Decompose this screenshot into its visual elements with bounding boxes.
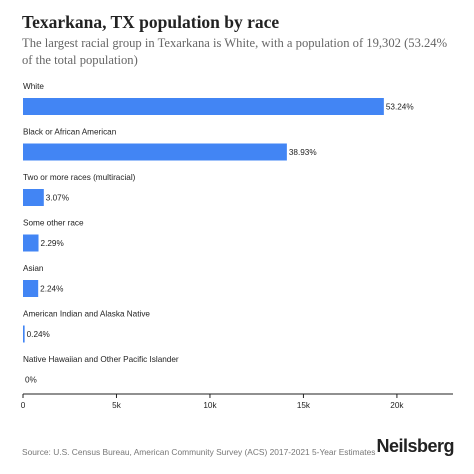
data-label: 2.24% <box>40 285 63 294</box>
x-tick-label: 0 <box>21 401 26 410</box>
chart-subtitle: The largest racial group in Texarkana is… <box>22 36 448 67</box>
data-label: 38.93% <box>289 148 317 157</box>
x-tick-label: 5k <box>112 401 122 410</box>
category-label: Asian <box>23 264 44 273</box>
category-label: Black or African American <box>23 128 117 137</box>
bar <box>23 98 384 115</box>
x-tick-label: 15k <box>297 401 311 410</box>
category-label: Native Hawaiian and Other Pacific Island… <box>23 355 179 364</box>
category-label: Two or more races (multiracial) <box>23 173 136 182</box>
bar <box>23 143 287 161</box>
x-axis: 0 5k 10k 15k 20k <box>21 393 453 410</box>
data-label: 2.29% <box>41 239 64 248</box>
category-label: American Indian and Alaska Native <box>23 310 150 319</box>
data-label: 0.24% <box>27 330 50 339</box>
category-label: Some other race <box>23 219 84 228</box>
data-label: 53.24% <box>386 103 414 112</box>
category-label: White <box>23 82 44 91</box>
bar <box>23 234 39 252</box>
bar <box>23 325 25 343</box>
bar <box>23 280 39 297</box>
data-label: 0% <box>25 376 37 385</box>
x-tick-label: 10k <box>203 401 217 410</box>
chart-rows: White 53.24% Black or African American 38.9… <box>23 82 414 385</box>
bar <box>23 189 44 206</box>
brand-logo: Neilsberg <box>376 436 454 456</box>
chart-title: Texarkana, TX population by race <box>22 12 280 32</box>
source-note: Source: U.S. Census Bureau, American Com… <box>22 447 376 457</box>
data-label: 3.07% <box>46 194 69 203</box>
x-tick-label: 20k <box>390 401 404 410</box>
